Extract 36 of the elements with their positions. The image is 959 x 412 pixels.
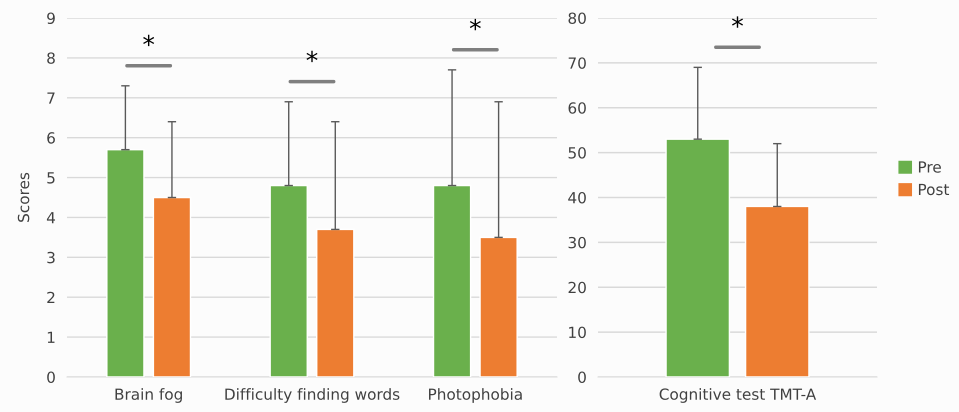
y-tick-label: 70 [568, 57, 586, 69]
x-tick-label: Cognitive test TMT-A [660, 388, 816, 403]
y-tick-label: 20 [568, 282, 586, 294]
annotation: * [306, 50, 318, 62]
y-axis-title: Scores [18, 172, 30, 222]
y-tick-label: 10 [569, 326, 586, 338]
bar [106, 148, 145, 377]
y-tick-label: 6 [47, 132, 55, 144]
legend-label: Post [918, 184, 950, 196]
bar [152, 196, 192, 377]
y-tick-label: 4 [46, 212, 56, 224]
y-tick-label: 8 [47, 52, 55, 64]
y-tick-label: 0 [47, 371, 55, 384]
annotation: * [143, 34, 154, 46]
x-tick-label: Brain fog [116, 388, 182, 403]
bar [432, 184, 472, 377]
bar [316, 228, 355, 377]
y-tick-label: 30 [568, 236, 586, 248]
y-tick-label: 80 [568, 12, 586, 24]
y-tick-label: 2 [47, 292, 54, 304]
y-tick-label: 40 [568, 192, 586, 204]
x-tick-label: Photophobia [429, 388, 522, 403]
annotation: * [732, 16, 744, 28]
x-tick-label: Difficulty finding words [225, 388, 400, 403]
y-tick-label: 50 [568, 147, 586, 159]
legend-label: Pre [918, 161, 941, 173]
annotation: * [470, 18, 481, 30]
y-tick-label: 5 [47, 172, 55, 184]
y-tick-label: 60 [568, 102, 586, 114]
y-tick-label: 7 [47, 92, 55, 104]
y-tick-label: 1 [48, 332, 54, 343]
bar [479, 236, 518, 377]
y-tick-label: 0 [578, 371, 586, 384]
bar [269, 184, 308, 377]
y-tick-label: 3 [47, 252, 55, 264]
y-tick-label: 9 [47, 12, 55, 24]
